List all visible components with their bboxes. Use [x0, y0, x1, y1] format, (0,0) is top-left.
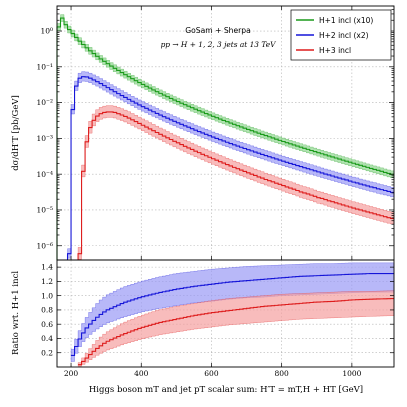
ratio-plot-frame	[56, 259, 395, 368]
x-tick-labels: 200 400 600 800 1000	[64, 369, 362, 378]
ratio-band-h3	[77, 290, 395, 367]
ratio-y-tick-label: 1.0	[41, 291, 53, 300]
main-y-tick-label: 10⁻⁴	[36, 170, 53, 179]
main-series-line-h1	[56, 17, 394, 260]
ratio-y-tick-label: 1.2	[41, 277, 53, 286]
main-y-tick-label: 10⁻⁵	[36, 206, 53, 215]
main-ticks	[57, 5, 394, 260]
main-y-tick-labels: 10⁻⁶ 10⁻⁵ 10⁻⁴ 10⁻³ 10⁻² 10⁻¹ 10⁰	[36, 27, 53, 251]
annotation-generator: GoSam + Sherpa	[185, 26, 251, 35]
legend-label-h1: H+1 incl (x10)	[319, 16, 373, 25]
ratio-series-line-h2	[71, 273, 394, 356]
legend-label-h2: H+2 incl (x2)	[319, 31, 369, 40]
main-lines	[56, 17, 394, 260]
x-tick-label: 400	[134, 369, 149, 378]
ratio-lines	[71, 273, 394, 366]
main-y-axis-title: dσ/dH′T [pb/GeV]	[11, 95, 21, 171]
main-y-tick-label: 10⁻¹	[36, 62, 53, 71]
x-axis-title: Higgs boson mT and jet pT scalar sum: H′…	[89, 385, 363, 395]
main-y-tick-label: 10⁻³	[36, 134, 53, 143]
ratio-series-line-h3	[78, 298, 394, 366]
x-tick-label: 1000	[342, 369, 361, 378]
ratio-ticks	[57, 266, 394, 367]
ratio-bands	[70, 262, 395, 367]
main-y-tick-label: 10⁰	[40, 27, 53, 36]
ratio-y-tick-label: 1.4	[41, 263, 53, 272]
legend: H+1 incl (x10) H+2 incl (x2) H+3 incl	[290, 9, 392, 61]
x-tick-label: 800	[275, 369, 290, 378]
x-tick-label: 600	[204, 369, 219, 378]
ratio-y-tick-labels: 0.2 0.4 0.6 0.8 1.0 1.2 1.4	[41, 263, 53, 358]
main-y-tick-label: 10⁻⁶	[36, 241, 53, 250]
ratio-y-tick-label: 0.4	[41, 334, 53, 343]
main-series-line-h3	[77, 111, 394, 260]
x-tick-label: 200	[64, 369, 79, 378]
annotation-process: pp → H + 1, 2, 3 jets at 13 TeV	[161, 40, 277, 49]
ratio-y-tick-label: 0.8	[41, 306, 53, 315]
main-series-line-h2	[66, 76, 394, 260]
ratio-panel: 0.2 0.4 0.6 0.8 1.0 1.2 1.4 200 400 600 800 1000	[41, 259, 395, 378]
ratio-y-axis-title: Ratio wrt. H+1 incl	[11, 271, 21, 355]
legend-label-h3: H+3 incl	[319, 46, 351, 55]
main-y-tick-label: 10⁻²	[36, 98, 53, 107]
ratio-y-tick-label: 0.2	[41, 348, 53, 357]
ratio-y-tick-label: 0.6	[41, 320, 53, 329]
